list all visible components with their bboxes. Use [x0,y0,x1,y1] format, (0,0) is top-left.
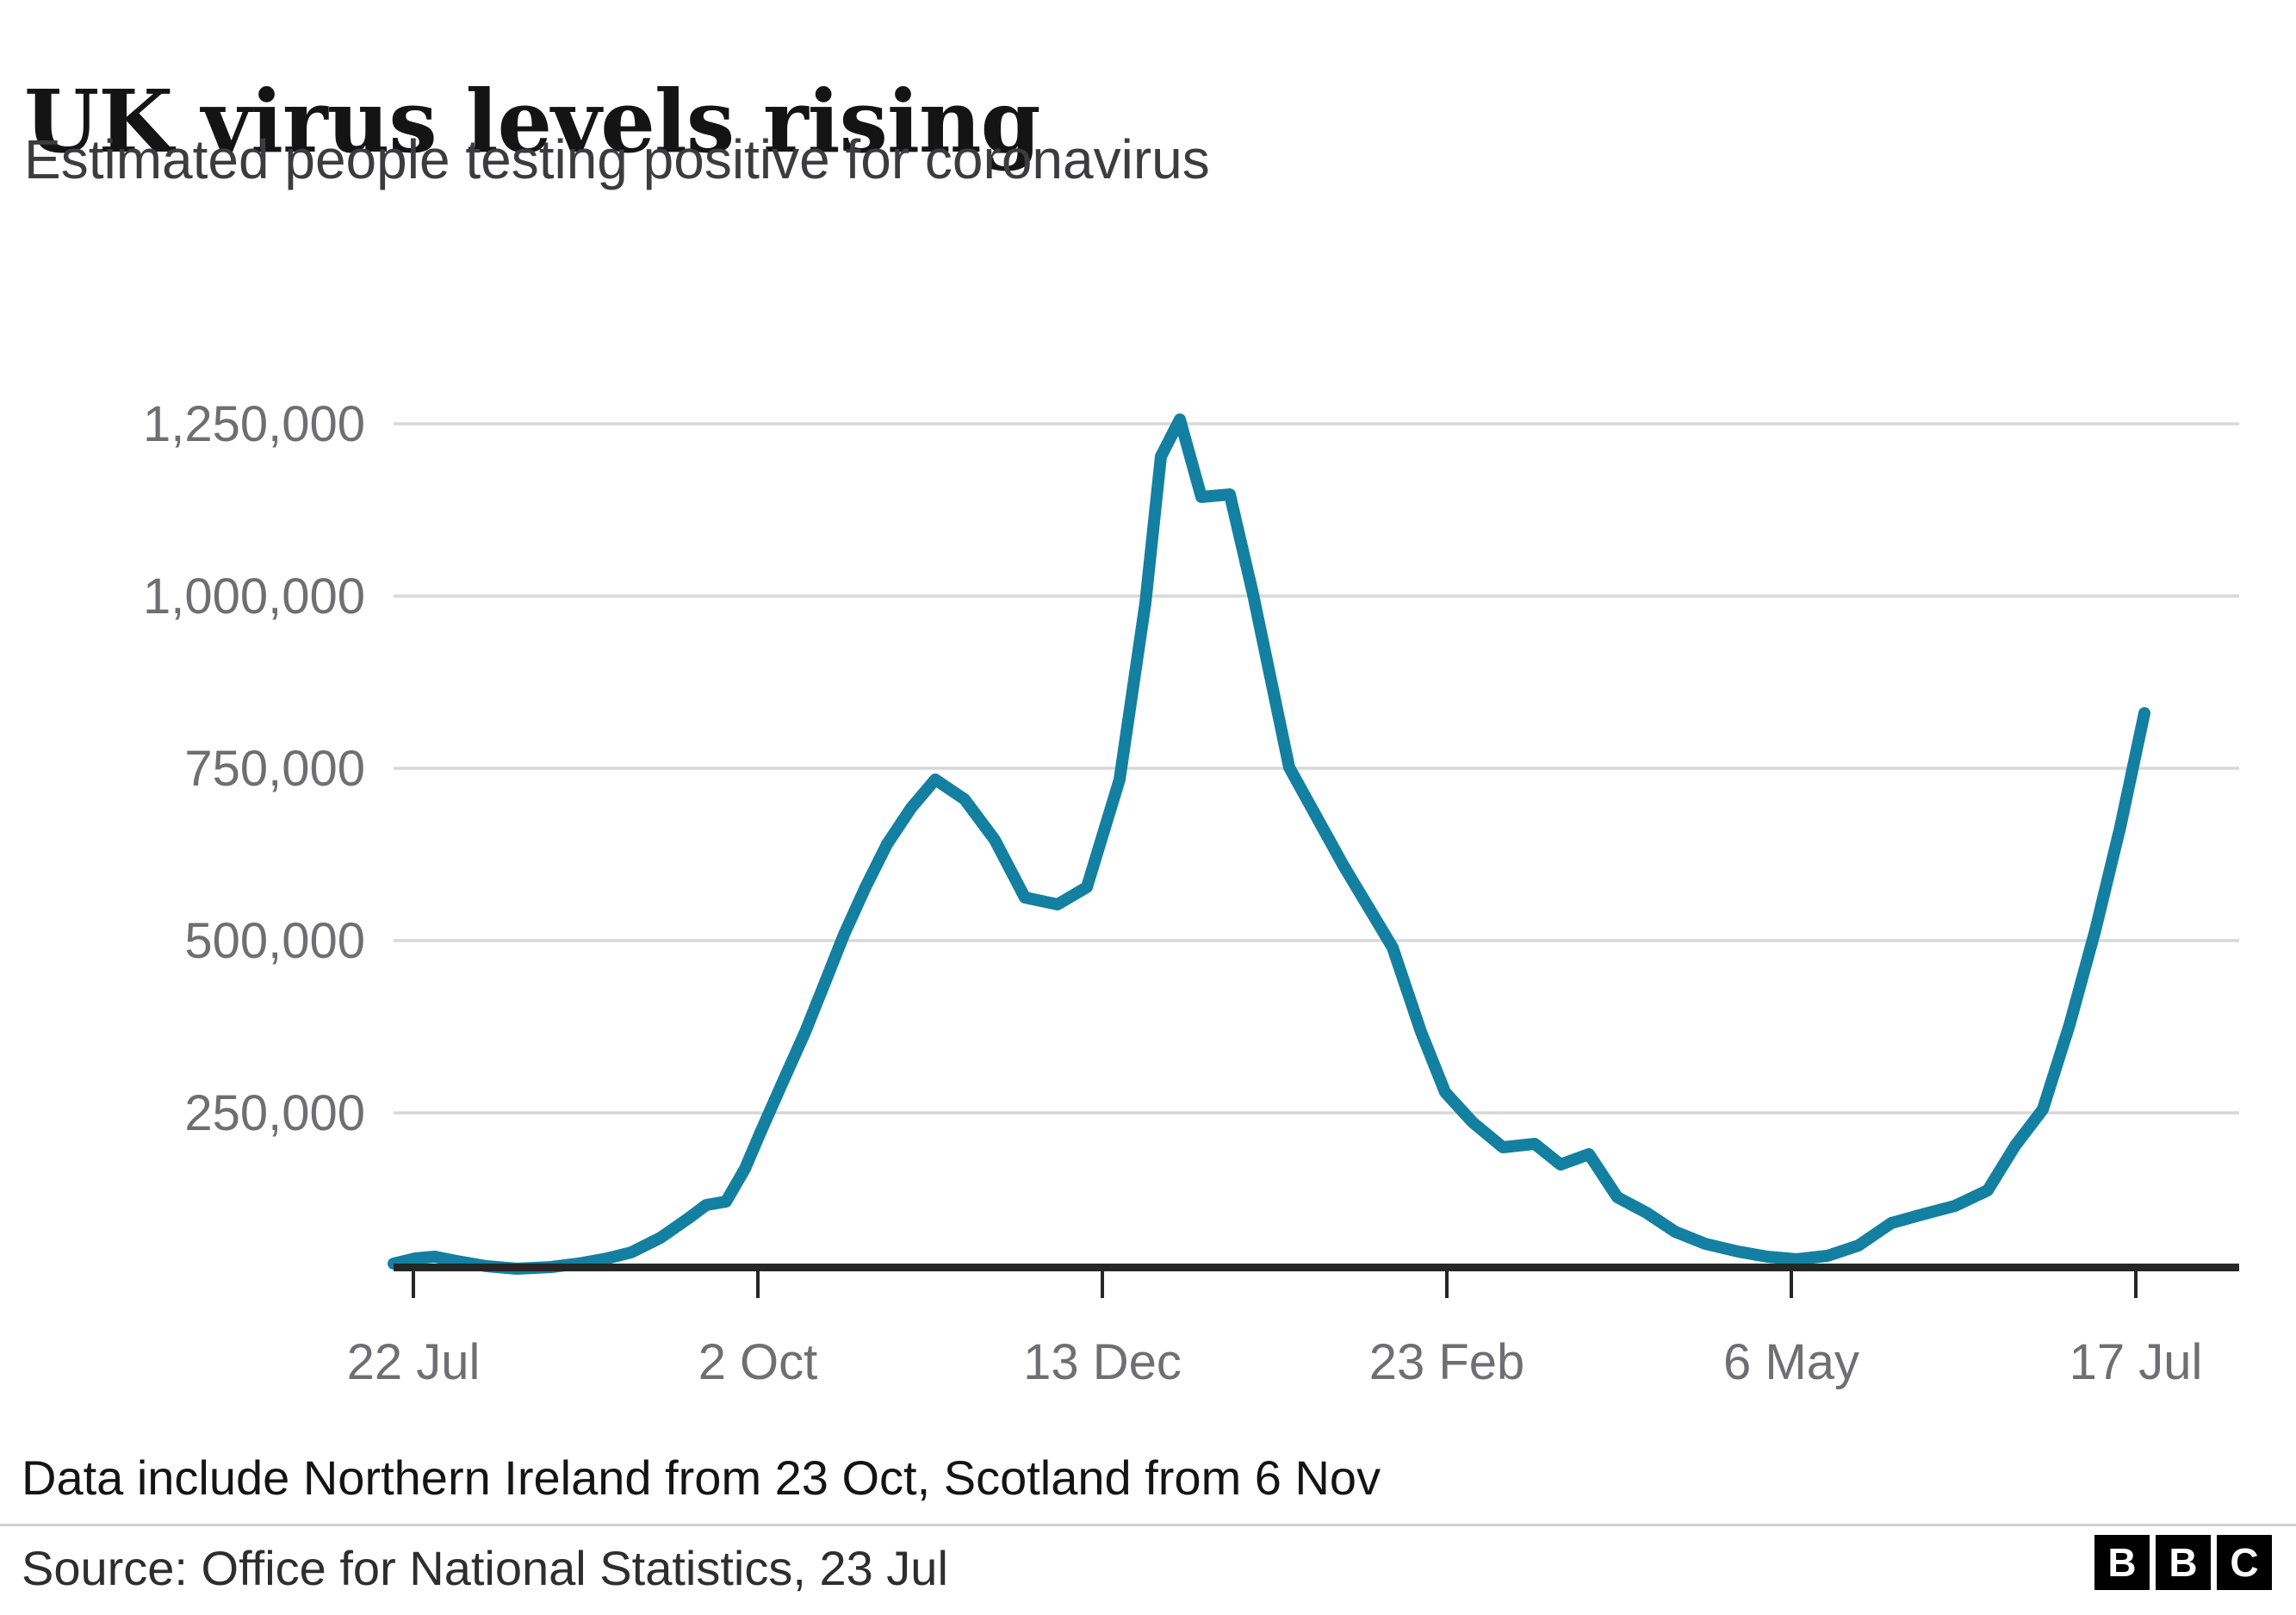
x-axis-tick [756,1270,760,1298]
source-row: Source: Office for National Statistics, … [0,1533,2296,1595]
bbc-logo-letter-c: C [2217,1535,2272,1590]
footer-divider [0,1524,2296,1526]
x-axis-tick [1445,1270,1449,1298]
x-axis-line [394,1264,2239,1271]
y-axis-label: 750,000 [184,741,365,797]
x-axis-tick [1101,1270,1104,1298]
source-attribution: Source: Office for National Statistics, … [22,1541,948,1595]
x-axis-tick [1790,1270,1793,1298]
bbc-logo-letter-b2: B [2156,1535,2211,1590]
x-axis-label: 6 May [1723,1334,1859,1390]
x-axis-label: 2 Oct [698,1334,818,1390]
x-axis-tick [412,1270,415,1298]
y-axis-label: 1,000,000 [143,568,365,624]
bbc-logo: B B C [2094,1535,2272,1590]
data-coverage-note: Data include Northern Ireland from 23 Oc… [22,1450,1381,1505]
x-axis-label: 17 Jul [2070,1334,2203,1390]
bbc-logo-letter-b1: B [2094,1535,2150,1590]
x-axis-tick [2134,1270,2138,1298]
y-axis-label: 1,250,000 [143,396,365,452]
y-axis-label: 500,000 [184,913,365,969]
data-series-line [388,413,2150,1275]
page-title: UK virus levels rising [24,71,1041,172]
x-axis-label: 23 Feb [1369,1334,1525,1390]
x-axis-label: 13 Dec [1023,1334,1182,1390]
x-axis-label: 22 Jul [347,1334,481,1390]
chart-subtitle: Estimated people testing positive for co… [24,128,1210,190]
y-axis-label: 250,000 [184,1085,365,1141]
